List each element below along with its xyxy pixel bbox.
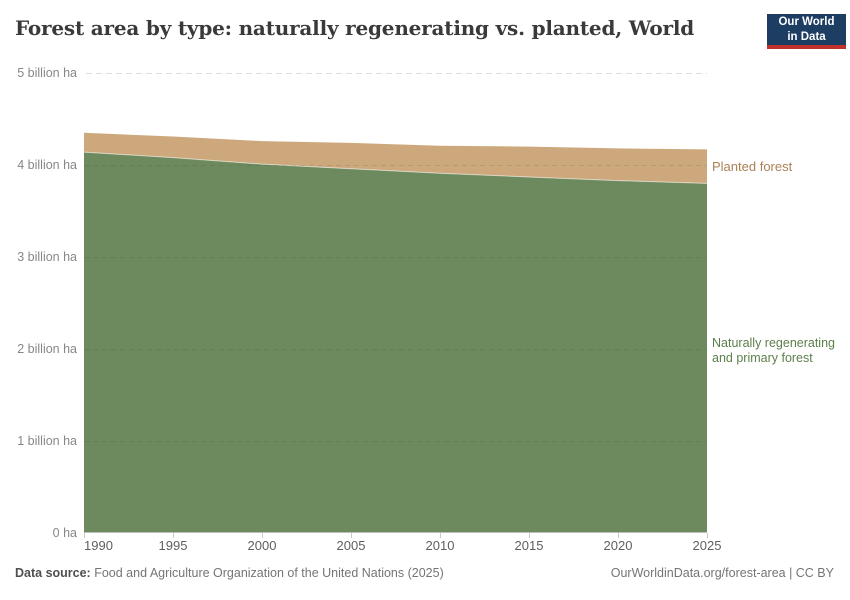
stacked-area-plot[interactable] (83, 73, 708, 541)
y-tick-1b: 1 billion ha (17, 434, 77, 448)
area-naturally-regenerating (84, 152, 707, 533)
logo-line-2: in Data (787, 30, 826, 43)
x-tick-2015: 2015 (514, 538, 544, 553)
owid-logo[interactable]: Our World in Data (767, 14, 846, 49)
data-source-note: Data source: Food and Agriculture Organi… (15, 566, 444, 580)
chart-footer: Data source: Food and Agriculture Organi… (0, 566, 850, 586)
x-tick-2020: 2020 (603, 538, 633, 553)
data-source-label: Data source: (15, 566, 91, 580)
footer-link[interactable]: OurWorldinData.org/forest-area | CC BY (610, 566, 834, 580)
y-tick-3b: 3 billion ha (17, 250, 77, 264)
chart-title: Forest area by type: naturally regenerat… (15, 16, 695, 40)
logo-red-bar (767, 45, 846, 49)
x-tick-2005: 2005 (336, 538, 366, 553)
area-planted-forest (84, 132, 707, 184)
y-tick-5b: 5 billion ha (17, 66, 77, 80)
y-tick-4b: 4 billion ha (17, 158, 77, 172)
x-tick-1990: 1990 (84, 538, 113, 553)
x-tick-2010: 2010 (425, 538, 455, 553)
legend-naturally-regenerating: Naturally regenerating and primary fores… (712, 336, 835, 365)
x-tick-2000: 2000 (247, 538, 277, 553)
data-source-text: Food and Agriculture Organization of the… (94, 566, 444, 580)
logo-line-1: Our World (778, 16, 835, 29)
x-tick-2025: 2025 (692, 538, 722, 553)
owid-logo-text: Our World in Data (767, 14, 846, 45)
legend-planted-forest: Planted forest (712, 159, 793, 174)
y-tick-2b: 2 billion ha (17, 342, 77, 356)
x-tick-1995: 1995 (158, 538, 188, 553)
y-tick-0: 0 ha (52, 526, 77, 540)
